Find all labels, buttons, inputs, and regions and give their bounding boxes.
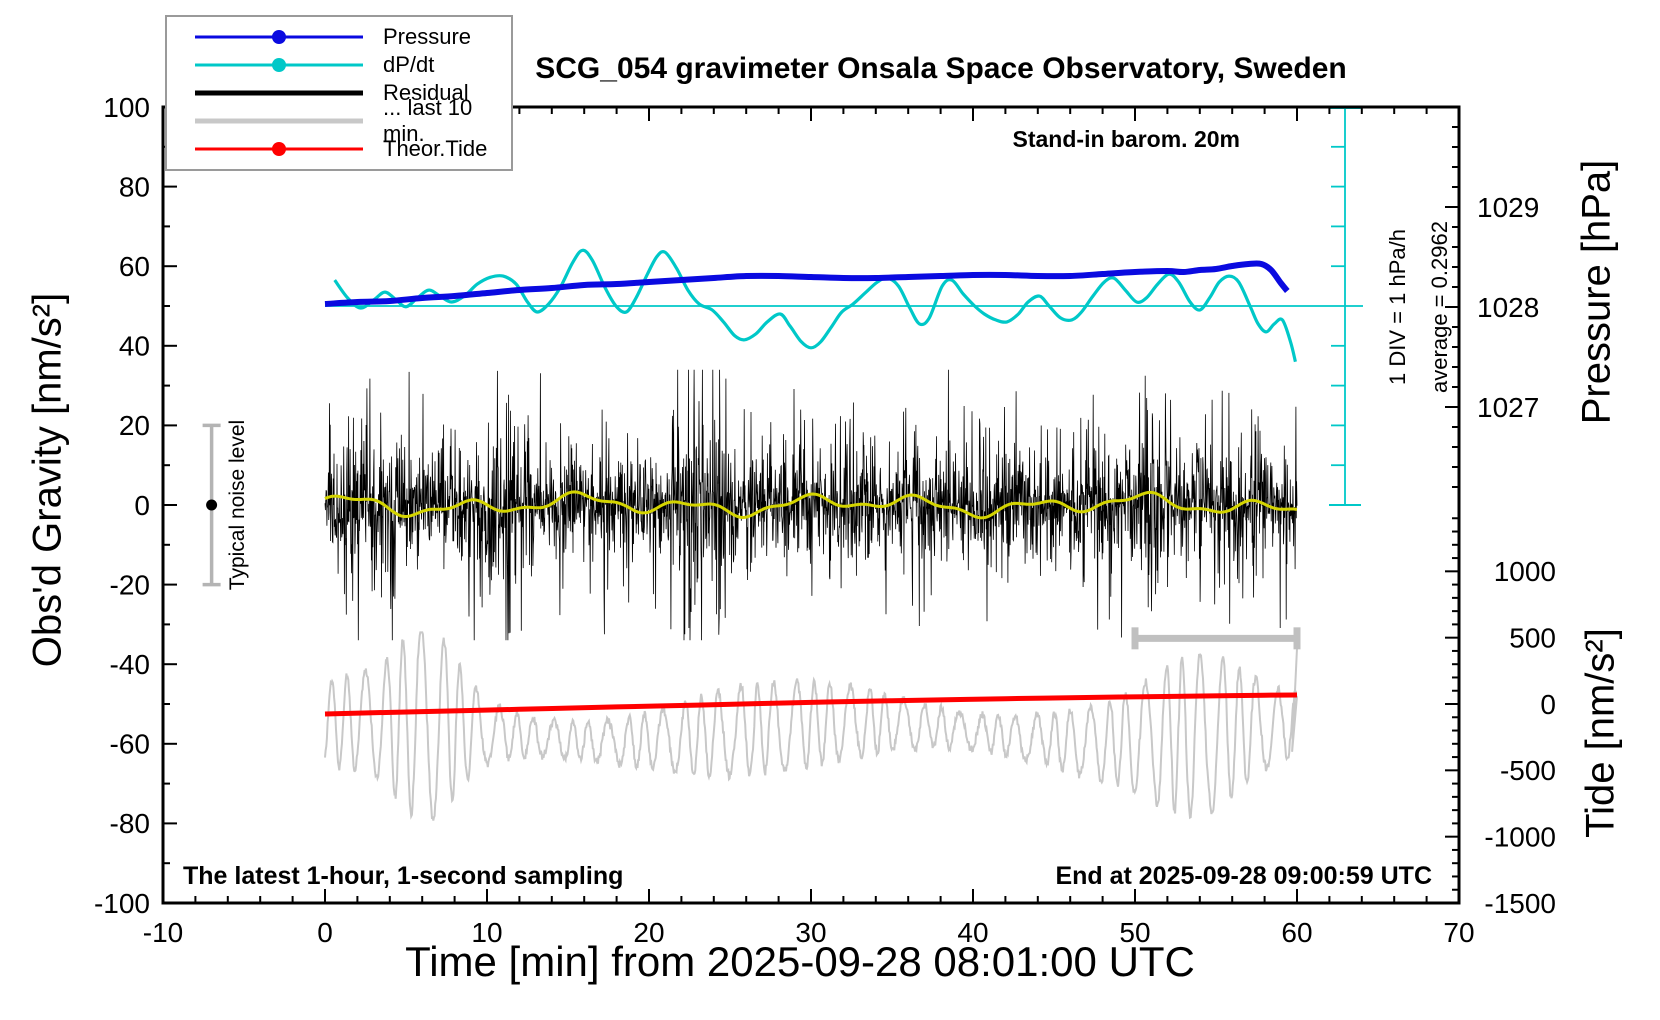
end-time-note: End at 2025-09-28 09:00:59 UTC	[1055, 862, 1432, 890]
x-tick-label: 60	[1281, 917, 1312, 948]
pressure-tick-label: 1029	[1477, 192, 1539, 223]
noise-level-dot	[206, 499, 218, 511]
legend: Pressure dP/dt Residual ... last 10 min.…	[165, 15, 513, 171]
pressure-curve	[324, 260, 1290, 307]
legend-swatch-theortide-icon	[195, 141, 363, 157]
tide-tick-label: -500	[1500, 755, 1556, 786]
average-note: average = 0.2962	[1427, 221, 1452, 393]
gravity-tick-label: -20	[110, 569, 150, 600]
gravity-tick-label: 60	[119, 251, 150, 282]
theor-tide-curve	[324, 692, 1298, 717]
x-axis-title: Time [min] from 2025-09-28 08:01:00 UTC	[405, 938, 1195, 985]
residual-smoothed-trace	[324, 490, 1298, 520]
legend-item-last10: ... last 10 min.	[195, 95, 511, 146]
x-tick-label: -10	[143, 917, 183, 948]
legend-item-dpdt: dP/dt	[195, 52, 511, 78]
legend-swatch-residual-icon	[195, 85, 363, 101]
tide-axis-title: Tide [nm/s²]	[1578, 628, 1623, 838]
dpdt-curve	[333, 248, 1297, 363]
gravity-tick-label: -100	[94, 888, 150, 919]
legend-swatch-pressure-icon	[195, 29, 363, 45]
x-tick-label: 70	[1443, 917, 1474, 948]
gravity-tick-label: 100	[103, 92, 150, 123]
x-tick-label: 20	[633, 917, 664, 948]
gravity-tick-label: 0	[134, 490, 150, 521]
tide-tick-label: -1000	[1484, 821, 1556, 852]
x-tick-label: 40	[957, 917, 988, 948]
tide-tick-label: 500	[1509, 622, 1556, 653]
gravity-tick-label: 80	[119, 171, 150, 202]
legend-label-last10: ... last 10 min.	[383, 95, 473, 146]
gravity-tick-label: 20	[119, 410, 150, 441]
pressure-tick-label: 1028	[1477, 292, 1539, 323]
gravity-tick-label: -80	[110, 808, 150, 839]
x-tick-label: 30	[795, 917, 826, 948]
sampling-note: The latest 1-hour, 1-second sampling	[183, 862, 624, 890]
tide-tick-label: 0	[1540, 689, 1556, 720]
legend-label-residual: Residual	[383, 80, 469, 105]
gravity-tick-label: -60	[110, 729, 150, 760]
x-tick-label: 10	[471, 917, 502, 948]
last10min-trace	[324, 631, 1298, 821]
legend-label-dpdt: dP/dt	[383, 52, 435, 77]
gravity-tick-label: -40	[110, 649, 150, 680]
legend-item-residual: Residual	[195, 80, 511, 106]
legend-item-theortide: Theor.Tide	[195, 136, 511, 162]
pressure-tick-label: 1027	[1477, 392, 1539, 423]
legend-label-pressure: Pressure	[383, 24, 472, 49]
x-tick-label: 0	[317, 917, 333, 948]
div-scale-note: 1 DIV = 1 hPa/h	[1385, 229, 1410, 385]
tide-tick-label: 1000	[1494, 556, 1556, 587]
legend-swatch-last10-icon	[195, 113, 363, 129]
standin-barometer-note: Stand-in barom. 20m	[1012, 126, 1240, 152]
gravity-axis-title: Obs'd Gravity [nm/s²]	[25, 292, 70, 668]
noise-level-label: Typical noise level	[226, 419, 249, 591]
x-tick-label: 50	[1119, 917, 1150, 948]
legend-swatch-dpdt-icon	[195, 57, 363, 73]
chart-title: SCG_054 gravimeter Onsala Space Observat…	[535, 52, 1347, 85]
tide-tick-label: -1500	[1484, 888, 1556, 919]
legend-item-pressure: Pressure	[195, 24, 511, 50]
gravity-tick-label: 40	[119, 331, 150, 362]
legend-label-theortide: Theor.Tide	[383, 136, 488, 161]
residual-trace	[324, 369, 1298, 641]
pressure-axis-title: Pressure [hPa]	[1574, 159, 1619, 425]
